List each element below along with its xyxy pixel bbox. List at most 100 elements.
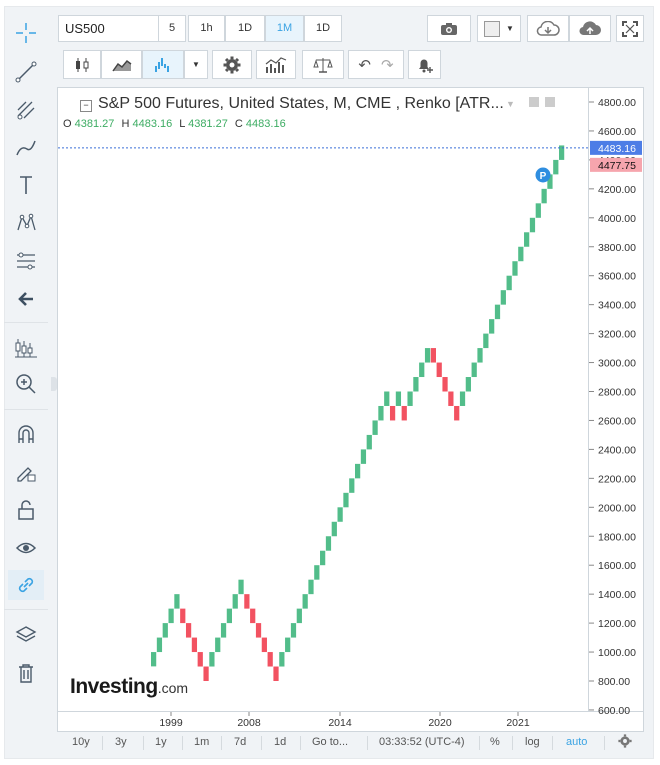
range-3y[interactable]: 3y <box>115 736 127 748</box>
object-tree-tool[interactable] <box>8 620 44 650</box>
watermark-suffix: .com <box>157 680 189 696</box>
legend-ohlc: O 4381.27 H 4483.16 L 4381.27 C 4483.16 <box>63 118 290 130</box>
auto-scale-toggle[interactable]: auto <box>566 736 588 748</box>
chart-pane[interactable] <box>57 87 589 712</box>
trendline-tool[interactable] <box>8 57 44 87</box>
toolbar-collapse-handle[interactable] <box>51 377 57 391</box>
magnet-icon <box>18 425 34 443</box>
price-tick-label: 1800.00 <box>598 531 636 543</box>
price-tick-label: 4200.00 <box>598 184 636 196</box>
gear-icon[interactable] <box>544 97 555 107</box>
range-10y[interactable]: 10y <box>72 736 90 748</box>
remove-drawings-tool[interactable] <box>8 658 44 688</box>
timeframe-1h[interactable]: 1h <box>188 15 225 42</box>
renko-brick-up <box>518 246 524 262</box>
goto-date-button[interactable]: Go to... <box>312 736 349 748</box>
renko-brick-up <box>168 608 174 624</box>
price-tick-label: 600.00 <box>598 705 630 717</box>
unlock-tool[interactable] <box>8 495 44 525</box>
brush-tool[interactable] <box>8 133 44 163</box>
collapse-legend-icon[interactable]: − <box>80 100 92 112</box>
renko-brick-down <box>436 362 442 378</box>
time-scale[interactable] <box>57 712 644 732</box>
prev-price-label: 4477.75 <box>598 160 636 172</box>
price-tick-label: 4800.00 <box>598 97 636 109</box>
range-1d[interactable]: 1d <box>274 736 287 748</box>
gear-icon[interactable] <box>618 734 632 751</box>
fullscreen-button[interactable] <box>616 15 644 42</box>
renko-brick-up <box>529 217 536 233</box>
camera-icon <box>441 22 457 35</box>
sync-drawings-tool[interactable] <box>8 570 44 600</box>
renko-brick-up <box>355 463 361 479</box>
text-tool[interactable] <box>8 170 44 200</box>
undo-redo-group: ↶ ↷ <box>348 50 404 79</box>
compare-button[interactable] <box>302 50 344 79</box>
back-tool[interactable] <box>8 284 44 314</box>
close-value: 4483.16 <box>245 118 286 130</box>
redo-icon[interactable]: ↷ <box>381 56 394 74</box>
zoom-tool[interactable] <box>8 369 44 399</box>
renko-brick-up <box>151 652 157 667</box>
renko-brick-up <box>459 391 466 406</box>
measure-tool[interactable] <box>8 333 44 363</box>
percent-toggle[interactable]: % <box>490 736 500 748</box>
eye-icon[interactable] <box>529 97 540 107</box>
chart-type-dropdown[interactable]: ▼ <box>184 50 208 79</box>
price-tick-label: 2000.00 <box>598 502 636 514</box>
timeframe-1m[interactable]: 1M <box>265 15 304 42</box>
symbol-input[interactable]: US500 <box>58 15 162 42</box>
range-1m[interactable]: 1m <box>194 736 210 748</box>
load-chart-button[interactable] <box>527 15 569 42</box>
candles-type-button[interactable] <box>63 50 101 79</box>
renko-brick-up <box>506 275 512 291</box>
log-toggle[interactable]: log <box>525 736 540 748</box>
timeframe-1d-dropdown[interactable]: 1D <box>304 15 342 42</box>
renko-brick-up <box>360 449 367 464</box>
renko-brick-up <box>209 652 215 667</box>
add-alert-button[interactable] <box>408 50 441 79</box>
renko-brick-up <box>471 362 477 378</box>
eye-icon <box>15 542 37 554</box>
link-icon <box>18 577 34 593</box>
timeframe-5[interactable]: 5 <box>158 15 186 42</box>
crosshair-tool[interactable] <box>8 18 44 48</box>
lock-drawing-tool[interactable] <box>8 457 44 487</box>
fib-tool[interactable] <box>8 246 44 276</box>
undo-icon[interactable]: ↶ <box>358 56 371 74</box>
renko-brick-up <box>290 623 297 638</box>
cloud-upload-icon <box>579 20 601 35</box>
price-scale[interactable] <box>589 87 644 712</box>
renko-brick-up <box>559 145 565 160</box>
range-7d[interactable]: 7d <box>234 736 247 748</box>
style-dropdown[interactable]: ▼ <box>477 15 521 42</box>
renko-brick-down <box>250 608 256 624</box>
clock-label[interactable]: 03:33:52 (UTC-4) <box>379 736 465 748</box>
price-tick-label: 2400.00 <box>598 444 636 456</box>
price-tick-label: 800.00 <box>598 676 630 688</box>
pattern-tool[interactable] <box>8 208 44 238</box>
area-type-button[interactable] <box>101 50 142 79</box>
save-chart-button[interactable] <box>569 15 611 42</box>
indicators-button[interactable] <box>256 50 296 79</box>
time-tick-label: 2008 <box>237 717 261 729</box>
toolbar-divider <box>4 409 48 410</box>
timeframe-1d[interactable]: 1D <box>225 15 265 42</box>
magnet-tool[interactable] <box>8 419 44 449</box>
renko-brick-up <box>424 348 431 363</box>
renko-type-button[interactable] <box>142 50 184 79</box>
visibility-tool[interactable] <box>8 533 44 563</box>
screenshot-button[interactable] <box>427 15 471 42</box>
chevron-down-icon[interactable]: ▼ <box>506 99 515 109</box>
price-tick-label: 2200.00 <box>598 473 636 485</box>
range-1y[interactable]: 1y <box>155 736 167 748</box>
pitchfork-tool[interactable] <box>8 95 44 125</box>
pivot-marker <box>535 167 551 183</box>
legend-title: − S&P 500 Futures, United States, M, CME … <box>80 95 504 113</box>
settings-button[interactable] <box>212 50 252 79</box>
time-tick-label: 2020 <box>428 717 452 729</box>
renko-brick-up <box>226 608 232 624</box>
brush-icon <box>16 140 36 156</box>
renko-brick-up <box>349 478 355 493</box>
renko-brick-up <box>477 348 483 363</box>
